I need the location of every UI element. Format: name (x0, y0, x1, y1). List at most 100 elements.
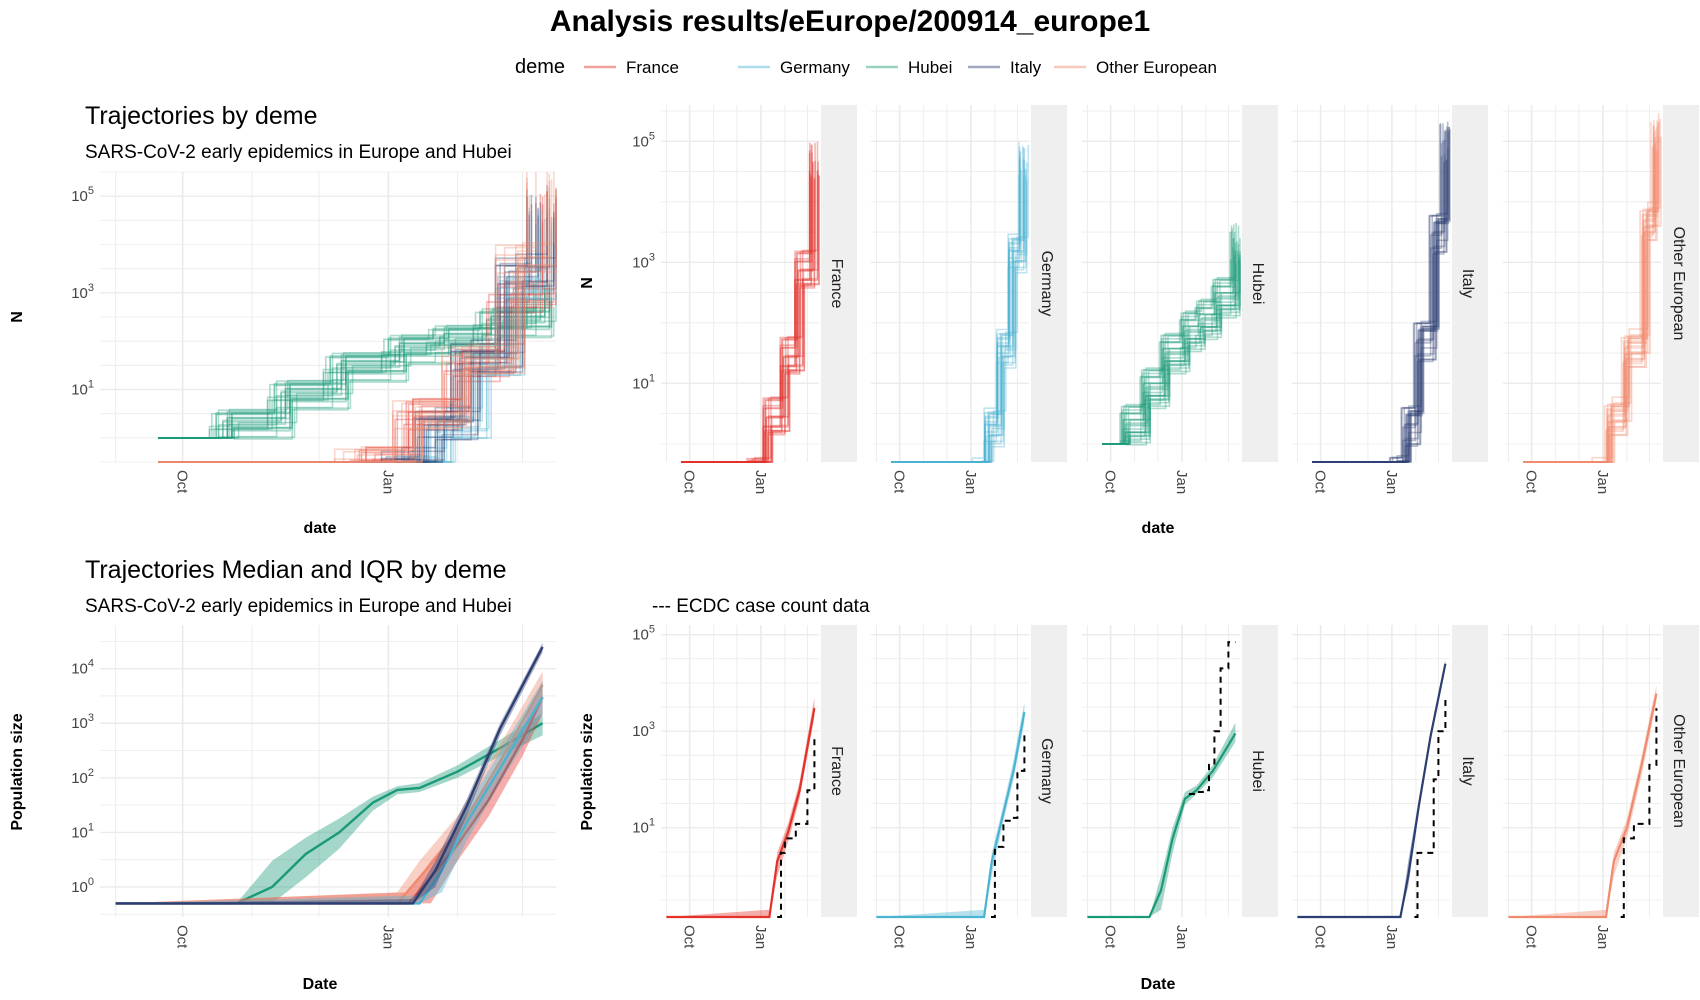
x-axis-label: date (1142, 520, 1175, 537)
trajectory-line (158, 306, 555, 439)
data-layer (666, 697, 816, 919)
y-tick-label: 101 (71, 821, 94, 841)
figure-title: Analysis results/eEurope/200914_europe1 (550, 5, 1150, 38)
facet-strip (1031, 625, 1067, 917)
y-tick-label: 103 (632, 251, 655, 271)
trajectory-line (1523, 120, 1658, 463)
legend-label: Germany (780, 58, 850, 77)
grid (661, 625, 819, 917)
trajectory-line (158, 282, 551, 439)
y-tick-label: 103 (71, 712, 94, 732)
trajectory-line (681, 141, 819, 463)
trajectory-line (891, 150, 1021, 463)
trajectory-line (681, 174, 813, 463)
x-tick-label: Jan (752, 925, 769, 949)
trajectory-line (1312, 127, 1450, 463)
trajectory-line (891, 147, 1025, 463)
trajectory-line (681, 161, 814, 463)
trajectory-line (891, 177, 1025, 463)
x-tick-label: Jan (1594, 925, 1611, 949)
trajectory-line (158, 221, 544, 463)
trajectory-line (158, 283, 551, 439)
trajectory-line (158, 222, 553, 463)
trajectory-line (1102, 259, 1232, 445)
y-axis-label: Population size (9, 713, 26, 830)
trajectory-line (158, 188, 551, 463)
grid (1292, 105, 1450, 462)
y-axis-label: N (579, 277, 596, 289)
trajectory-line (158, 306, 537, 439)
series-other-european (158, 172, 557, 463)
x-tick-label: Jan (379, 470, 396, 494)
trajectory-line (1312, 159, 1447, 463)
trajectory-line (158, 213, 557, 463)
legend-title: deme (515, 56, 565, 78)
facet-label: France (828, 746, 845, 796)
trajectory-line (158, 228, 542, 463)
legend-label: Italy (1010, 58, 1042, 77)
trajectory-line (158, 197, 557, 463)
legend-label: Other European (1096, 58, 1217, 77)
series-germany (115, 680, 544, 905)
series-germany (876, 702, 1026, 919)
trajectory-line (158, 173, 551, 463)
trajectory-line (1523, 150, 1658, 463)
trajectory-line (1102, 231, 1233, 445)
trajectory-line (1523, 122, 1660, 463)
trajectory-line (158, 290, 542, 439)
trajectory-line (1312, 160, 1448, 463)
trajectory-line (1102, 263, 1237, 446)
series-hubei (115, 713, 544, 905)
legend-item: Hubei (866, 58, 952, 77)
trajectory-line (158, 204, 544, 463)
panel-median-italy (1292, 625, 1450, 919)
trajectory-line (158, 287, 546, 439)
trajectory-line (681, 162, 814, 463)
x-tick-label: Oct (1312, 925, 1329, 949)
trajectory-line (158, 217, 553, 463)
trajectory-line (158, 211, 533, 463)
median-line (1087, 732, 1237, 919)
y-tick-label: 101 (632, 372, 655, 392)
series-italy (1312, 121, 1451, 463)
trajectory-line (1523, 137, 1657, 463)
grid (1503, 625, 1661, 917)
iqr-band (115, 680, 543, 904)
x-tick-label: Jan (962, 470, 979, 494)
x-tick-label: Jan (1383, 925, 1400, 949)
x-tick-label: Oct (1523, 470, 1540, 494)
trajectory-line (891, 168, 1026, 463)
trajectory-line (1102, 225, 1233, 445)
trajectory-line (681, 176, 813, 463)
x-axis-label: date (304, 520, 337, 537)
trajectory-line (891, 175, 1027, 463)
trajectory-line (158, 297, 553, 439)
trajectory-line (1102, 241, 1238, 445)
series-france (681, 141, 820, 463)
trajectory-line (158, 208, 531, 463)
trajectory-line (1102, 238, 1241, 445)
trajectory-line (158, 177, 528, 463)
trajectory-line (158, 219, 528, 463)
trajectory-line (158, 216, 539, 463)
facet-strip (1452, 625, 1488, 917)
trajectory-line (158, 229, 528, 463)
trajectory-line (1102, 225, 1240, 445)
trajectory-line (158, 210, 542, 463)
data-layer (115, 642, 544, 905)
y-tick-label: 100 (71, 876, 94, 896)
data-layer (876, 702, 1026, 919)
trajectory-line (891, 142, 1020, 463)
ecdc-case-count-line (777, 738, 816, 918)
trajectory-line (158, 203, 537, 463)
trajectory-line (158, 209, 548, 463)
iqr-band (876, 702, 1025, 917)
panel-trajectories-italy (1292, 105, 1451, 463)
series-france (158, 191, 557, 463)
trajectory-line (1102, 238, 1234, 445)
trajectory-line (158, 288, 551, 439)
x-tick-label: Jan (1173, 470, 1190, 494)
trajectory-line (681, 177, 816, 463)
trajectory-line (158, 196, 528, 463)
trajectory-line (1102, 250, 1237, 445)
